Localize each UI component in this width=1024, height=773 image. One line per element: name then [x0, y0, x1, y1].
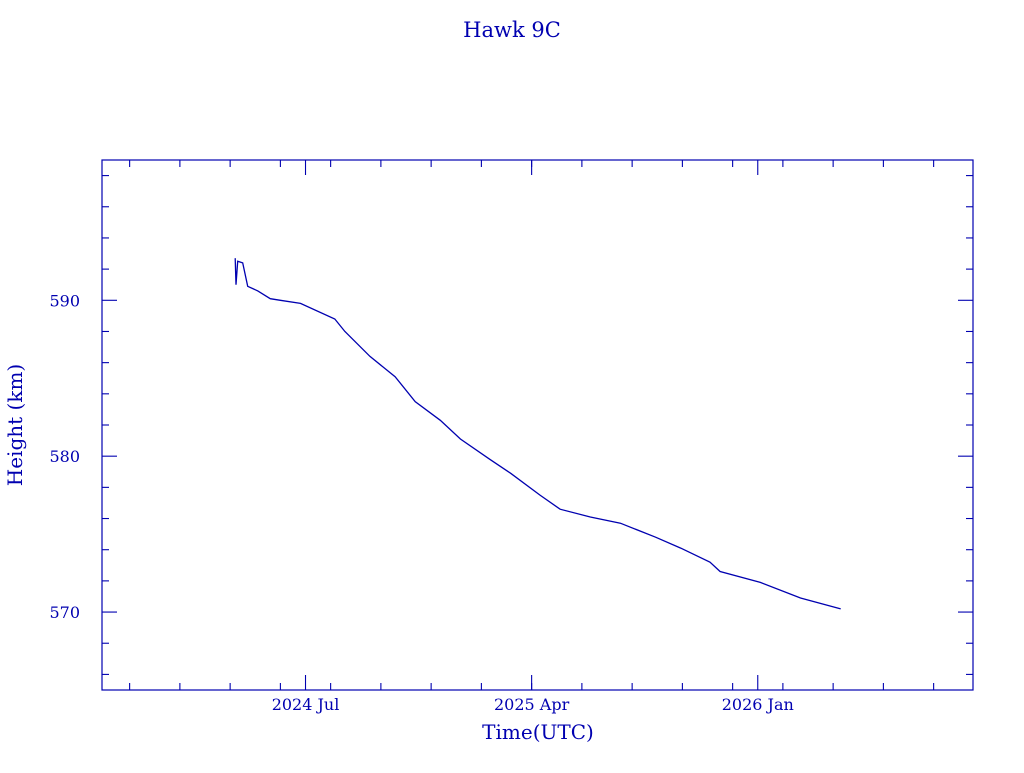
y-tick-label: 580 [49, 447, 80, 466]
chart-title: Hawk 9C [463, 18, 561, 42]
y-tick-label: 590 [49, 291, 80, 310]
axis-ticks [102, 160, 973, 690]
x-tick-labels: 2024 Jul 2025 Apr 2026 Jan [272, 695, 794, 714]
x-axis-label: Time(UTC) [482, 720, 594, 744]
y-tick-label: 570 [49, 603, 80, 622]
x-tick-label: 2025 Apr [494, 695, 570, 714]
x-tick-label: 2024 Jul [272, 695, 340, 714]
x-tick-label: 2026 Jan [722, 695, 794, 714]
y-tick-labels: 570 580 590 [49, 291, 80, 622]
y-axis-label: Height (km) [3, 364, 27, 486]
series-line-hawk-9c [234, 258, 841, 610]
plot-frame [101, 159, 974, 691]
